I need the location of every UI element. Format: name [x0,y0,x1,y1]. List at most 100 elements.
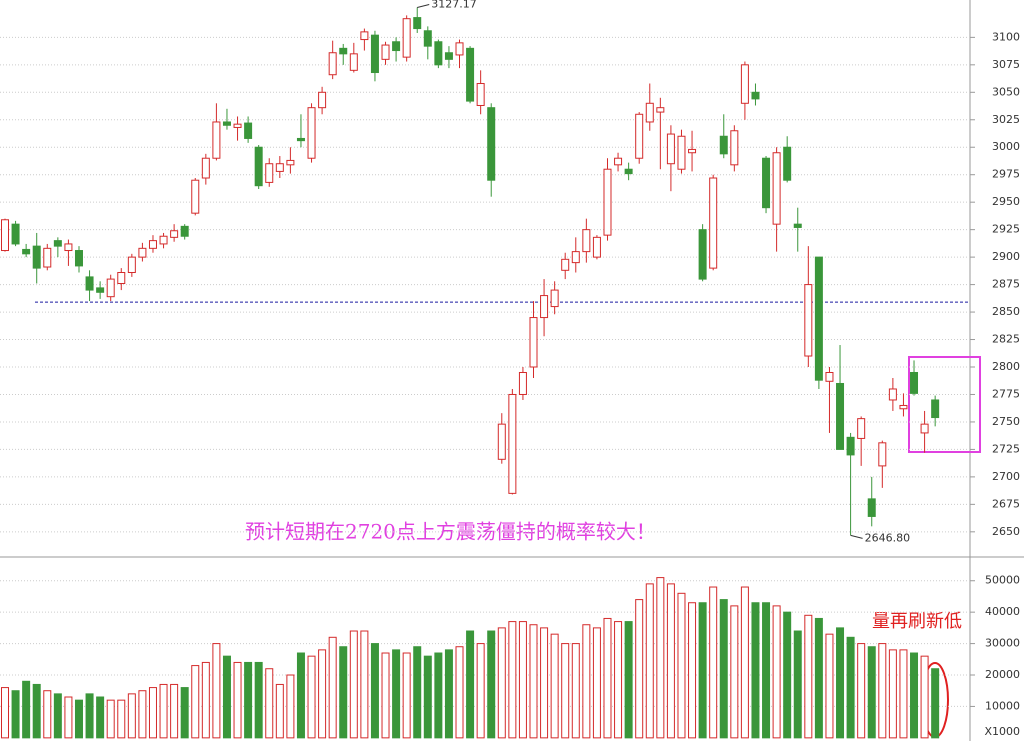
candle-body [275,163,284,172]
candle-body [53,240,62,247]
candle-body [318,91,327,109]
candle-body [814,256,823,381]
y-tick-label: 2725 [992,442,1020,455]
candle-body [540,295,549,319]
min-arrow [850,534,863,539]
candle-body [466,47,475,102]
volume-tick-label: 50000 [985,574,1020,587]
candle-body [836,382,845,450]
candle-body [328,52,337,76]
candle-body [434,41,443,66]
volume-bar [170,683,179,739]
volume-bar [751,602,760,739]
volume-bar [254,661,263,739]
volume-bar [614,621,623,739]
volume-bar [582,624,591,739]
candle-body [487,107,496,181]
volume-bar [74,699,83,739]
volume-bar [910,652,919,739]
y-tick-label: 3100 [992,30,1020,43]
volume-bar [825,633,834,739]
candle-body [518,371,527,395]
candle-body [888,388,897,401]
candle-body [360,31,369,41]
volume-bar [296,652,305,739]
volume-bar [836,627,845,739]
volume-bar [349,630,358,739]
candle-body [96,287,105,293]
volume-bar [518,621,527,739]
candle-body [571,251,580,264]
volume-bar [85,693,94,739]
volume-bar [762,602,771,739]
volume-tick-label: 20000 [985,668,1020,681]
volume-bar [444,649,453,739]
volume-bar [878,643,887,739]
volume-bar [571,643,580,739]
volume-bar [814,617,823,739]
candle-body [74,250,83,267]
volume-bar [793,630,802,739]
volume-bar [159,683,168,739]
volume-bar [740,586,749,739]
volume-bar [64,696,73,739]
volume-bar [244,661,253,739]
volume-bar [656,577,665,739]
y-tick-label: 3025 [992,113,1020,126]
candle-body [497,423,506,460]
candle-body [920,423,929,434]
candle-body [698,229,707,280]
candle-body [931,399,940,419]
candle-body [170,230,179,238]
y-tick-label: 2925 [992,223,1020,236]
candle-body [423,30,432,47]
candle-body [751,91,760,100]
volume-bar [709,586,718,739]
volume-bar [592,627,601,739]
candle-body [370,34,379,74]
candle-body [212,121,221,159]
volume-bar [212,643,221,739]
volume-bar [117,699,126,739]
candle-body [127,256,136,274]
min-label: 2646.80 [865,531,911,544]
candle-body [244,122,253,139]
volume-unit: X1000 [984,725,1020,738]
y-tick-label: 2700 [992,470,1020,483]
candle-body [592,236,601,258]
candle-body [635,113,644,159]
y-tick-label: 2825 [992,333,1020,346]
y-tick-label: 3075 [992,58,1020,71]
candle-body [402,18,411,58]
volume-bar [138,690,147,739]
candle-body [645,102,654,123]
volume-bar [423,655,432,739]
candle-body [106,278,115,298]
y-tick-label: 2775 [992,387,1020,400]
y-tick-label: 2950 [992,195,1020,208]
volume-bar [635,599,644,739]
volume-bar [730,605,739,739]
candle-body [561,258,570,271]
volume-bar [920,655,929,739]
candle-body [117,272,126,284]
volume-bar [1,687,9,739]
volume-bar [846,636,855,739]
candle-body [233,123,242,128]
volume-bar [603,617,612,739]
volume-bar [772,605,781,739]
volume-annotation: 量再刷新低 [872,611,962,632]
candle-body [857,418,866,439]
y-tick-label: 2650 [992,525,1020,538]
volume-bar [381,652,390,739]
volume-bar [318,649,327,739]
candle-body [666,133,675,165]
candle-body [254,146,263,187]
volume-bar [106,699,115,739]
volume-tick-label: 30000 [985,637,1020,650]
volume-bar [857,643,866,739]
volume-bar [698,602,707,739]
volume-bar [688,602,697,739]
candle-body [550,289,559,308]
